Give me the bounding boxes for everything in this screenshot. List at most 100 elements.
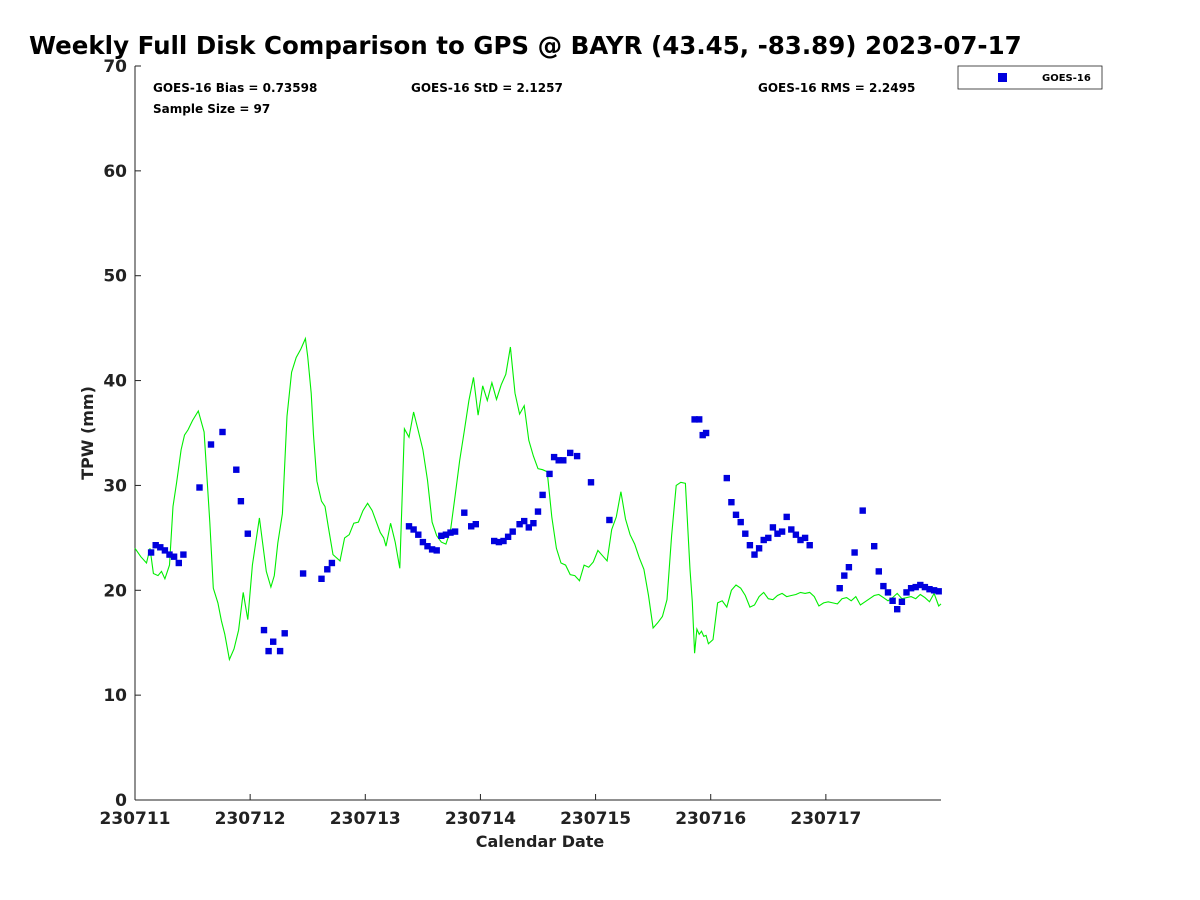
goes16-point xyxy=(732,511,740,518)
goes16-point xyxy=(419,538,427,546)
x-tick-label: 230716 xyxy=(675,809,746,829)
legend-box xyxy=(957,65,1103,90)
goes16-point xyxy=(265,647,272,655)
goes16-point xyxy=(555,457,562,464)
goes16-point xyxy=(801,534,809,542)
goes16-point xyxy=(751,551,758,558)
goes16-point xyxy=(875,568,882,575)
goes16-point xyxy=(328,559,336,567)
goes16-point xyxy=(219,428,226,436)
goes16-point xyxy=(696,416,703,423)
goes16-point xyxy=(495,538,503,546)
goes16-point xyxy=(516,521,523,528)
goes16-point xyxy=(147,549,155,556)
x-tick-label: 230713 xyxy=(330,809,401,829)
goes16-point xyxy=(509,528,516,535)
x-tick-label: 230712 xyxy=(215,809,286,829)
goes16-point xyxy=(845,564,853,571)
goes16-point xyxy=(447,529,454,536)
goes16-point xyxy=(324,566,331,573)
goes16-point xyxy=(504,533,512,540)
goes16-point xyxy=(260,626,268,634)
goes16-point xyxy=(415,531,422,538)
goes16-point xyxy=(451,528,459,535)
goes16-point xyxy=(760,536,767,544)
goes16-point xyxy=(567,449,574,457)
goes16-point xyxy=(755,545,763,552)
sample-size-stat: Sample Size = 97 xyxy=(153,102,270,116)
goes16-point xyxy=(442,531,450,538)
goes16-point xyxy=(774,530,781,537)
y-ticks: 0 10 20 30 40 50 60 70 xyxy=(103,57,141,811)
goes16-point xyxy=(894,606,901,613)
rms-stat: GOES-16 RMS = 2.2495 xyxy=(758,81,915,95)
goes16-point xyxy=(539,491,546,499)
goes16-point xyxy=(461,509,468,516)
goes16-point xyxy=(560,457,567,464)
goes16-point xyxy=(912,583,919,591)
goes16-point xyxy=(769,524,777,531)
goes16-point xyxy=(699,431,706,439)
goes16-point xyxy=(157,544,164,551)
goes16-point xyxy=(410,526,417,533)
x-ticks: 230711 230712 230713 230714 230715 230716 2307… xyxy=(100,794,861,829)
goes16-point xyxy=(170,553,178,560)
goes16-point xyxy=(424,543,431,550)
goes16-point xyxy=(521,517,528,525)
goes16-point xyxy=(299,570,307,577)
y-tick-label: 50 xyxy=(103,267,127,287)
y-tick-label: 40 xyxy=(103,372,127,392)
legend: GOES-16 xyxy=(957,65,1103,90)
goes16-point xyxy=(207,441,215,448)
goes16-point xyxy=(270,638,277,645)
goes16-point xyxy=(806,542,813,549)
series-layer xyxy=(134,336,942,662)
goes16-point xyxy=(797,536,804,544)
goes16-point xyxy=(728,499,735,506)
bias-stat: GOES-16 Bias = 0.73598 xyxy=(153,81,317,95)
goes16-point xyxy=(587,479,595,486)
goes16-point xyxy=(884,589,892,596)
goes16-point xyxy=(851,549,858,556)
y-tick-label: 70 xyxy=(103,57,127,77)
goes16-point xyxy=(530,520,537,527)
goes16-point xyxy=(472,521,479,528)
goes16-point xyxy=(281,630,288,637)
goes16-point xyxy=(546,470,553,478)
goes16-point xyxy=(233,466,240,473)
std-stat: GOES-16 StD = 2.1257 xyxy=(411,81,563,95)
goes16-point xyxy=(737,518,744,526)
goes16-point xyxy=(788,526,795,533)
y-tick-label: 0 xyxy=(115,791,127,811)
goes16-point xyxy=(180,551,187,558)
goes16-point xyxy=(898,598,906,605)
goes16-point xyxy=(318,575,325,582)
y-axis-label: TPW (mm) xyxy=(78,386,97,480)
goes16-point xyxy=(468,523,475,530)
goes16-point xyxy=(196,484,203,491)
goes16-point xyxy=(723,474,730,482)
goes16-point xyxy=(841,572,848,579)
y-tick-label: 10 xyxy=(103,686,127,706)
goes16-point xyxy=(166,551,173,558)
goes16-point xyxy=(573,452,581,460)
goes16-point xyxy=(550,453,558,461)
goes16-point xyxy=(237,498,245,505)
goes16-point xyxy=(438,532,445,539)
goes16-point xyxy=(783,513,790,521)
goes16-point xyxy=(871,543,878,550)
goes16-point xyxy=(859,507,866,514)
goes16-point xyxy=(691,416,698,423)
x-tick-label: 230715 xyxy=(560,809,631,829)
y-tick-label: 60 xyxy=(103,162,127,182)
goes16-point xyxy=(889,597,896,604)
goes16-point xyxy=(792,531,800,538)
y-tick-label: 20 xyxy=(103,581,127,601)
y-tick-label: 30 xyxy=(103,476,127,496)
goes16-point xyxy=(491,537,498,545)
goes16-point xyxy=(935,588,942,595)
goes16-point xyxy=(836,585,843,592)
goes16-point xyxy=(500,537,507,545)
goes16-point xyxy=(175,559,182,567)
